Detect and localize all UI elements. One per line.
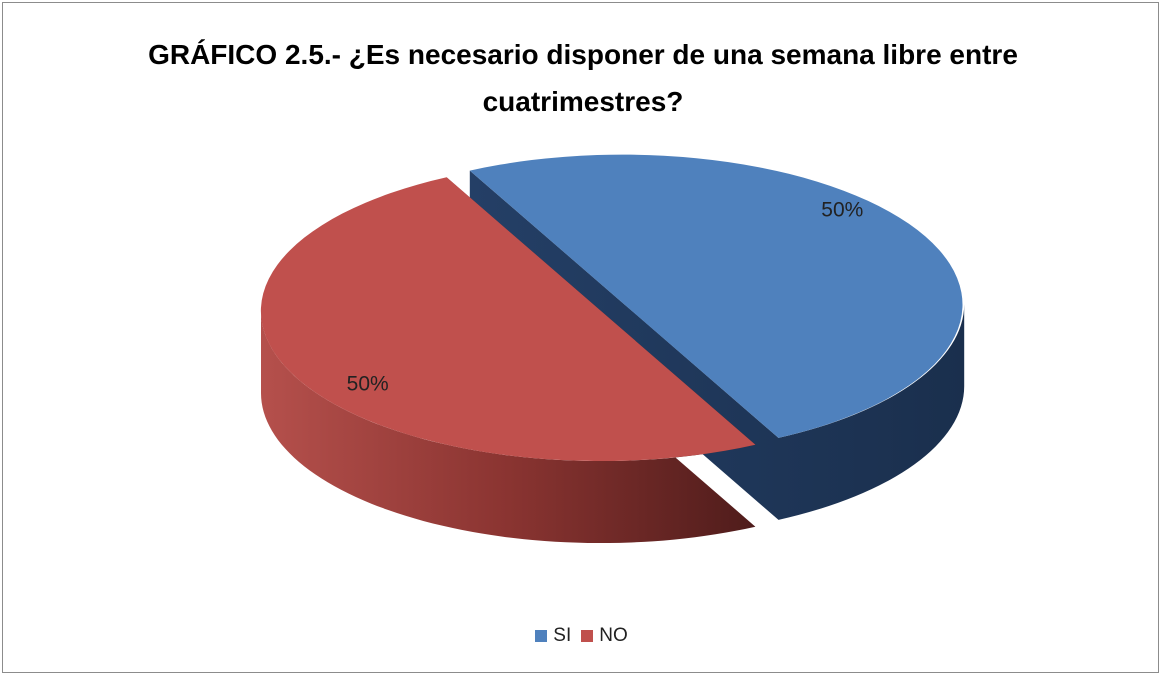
data-label: 50% (347, 373, 389, 396)
legend-label: SI (553, 625, 572, 646)
slice-top (469, 154, 963, 438)
pie-plot: 50% 50% (260, 154, 965, 544)
slice-side (260, 177, 756, 544)
legend-swatch (535, 630, 548, 642)
slice-side (469, 170, 965, 520)
legend: SI NO (3, 625, 1160, 648)
slice-top (260, 177, 756, 462)
chart-title: GRÁFICO 2.5.- ¿Es necesario disponer de … (148, 39, 1018, 117)
legend-label: NO (599, 625, 628, 646)
legend-item: SI (535, 625, 571, 647)
data-label: 50% (821, 199, 863, 222)
legend-swatch (581, 630, 594, 642)
legend-item: NO (581, 625, 628, 647)
